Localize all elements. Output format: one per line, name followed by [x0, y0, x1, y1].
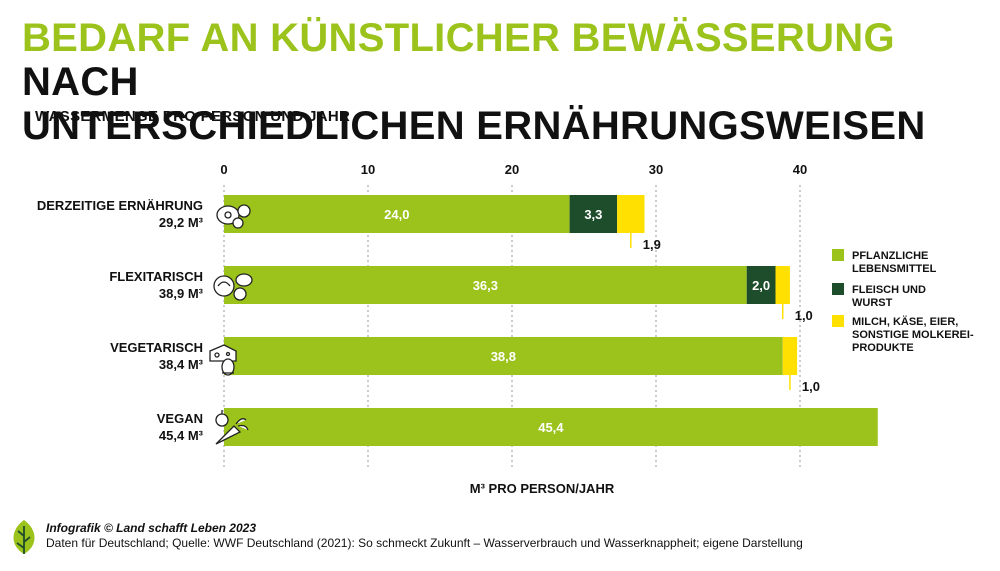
x-axis-label: M³ PRO PERSON/JAHR: [470, 481, 615, 496]
title-highlight: BEDARF AN KÜNSTLICHER BEWÄSSERUNG: [22, 16, 895, 60]
category-label: FLEXITARISCH: [109, 269, 203, 284]
x-tick-label: 10: [361, 162, 375, 177]
legend-label: PRODUKTE: [852, 342, 914, 354]
footer: Infografik © Land schafft Leben 2023 Dat…: [46, 521, 803, 551]
footer-credit: Infografik © Land schafft Leben 2023: [46, 521, 256, 535]
bar-segment: [224, 408, 878, 446]
legend-label: MILCH, KÄSE, EIER,: [852, 315, 958, 328]
legend-label: WURST: [852, 297, 893, 309]
title-part-2: UNTERSCHIEDLICHEN ERNÄHRUNGSWEISEN: [22, 104, 926, 148]
bar-segment: [617, 195, 645, 233]
legend-label: PFLANZLICHE: [852, 250, 928, 262]
x-tick-label: 30: [649, 162, 663, 177]
carrot-icon: [215, 410, 249, 445]
category-label: VEGETARISCH: [110, 340, 203, 355]
legend-label: LEBENSMITTEL: [852, 263, 937, 275]
title-part-1: NACH: [22, 60, 139, 104]
category-total: 38,4 M³: [159, 357, 204, 372]
bar-segment: [746, 266, 776, 304]
bar-segment: [224, 266, 747, 304]
data-label: 1,0: [802, 379, 820, 394]
data-label: 1,0: [795, 308, 813, 323]
chart-title: BEDARF AN KÜNSTLICHER BEWÄSSERUNG NACH U…: [22, 16, 1000, 148]
meat-vegetables-icon: [216, 204, 251, 229]
bar-segment: [569, 195, 618, 233]
bar-segment: [782, 337, 798, 375]
data-label: 45,4: [538, 420, 564, 435]
leaf-logo-icon: [13, 520, 35, 554]
x-tick-label: 40: [793, 162, 807, 177]
x-tick-label: 0: [220, 162, 227, 177]
chart-subtitle: WASSERMENGE PRO PERSON UND JAHR: [35, 108, 351, 125]
category-total: 38,9 M³: [159, 286, 204, 301]
data-label: 2,0: [752, 278, 770, 293]
category-label: VEGAN: [157, 411, 203, 426]
data-label: 1,9: [643, 237, 661, 252]
legend-swatch: [832, 315, 844, 327]
x-tick-label: 20: [505, 162, 519, 177]
category-total: 29,2 M³: [159, 215, 204, 230]
category-label: DERZEITIGE ERNÄHRUNG: [37, 198, 203, 213]
legend-label: SONSTIGE MOLKEREI-: [852, 329, 974, 341]
data-label: 24,0: [384, 207, 409, 222]
data-label: 38,8: [491, 349, 516, 364]
data-label: 36,3: [473, 278, 498, 293]
bar-segment: [224, 337, 783, 375]
cheese-egg-icon: [209, 344, 237, 376]
vegetables-meat-icon: [213, 273, 253, 301]
legend-swatch: [832, 249, 844, 261]
data-label: 3,3: [584, 207, 602, 222]
bar-segment: [224, 195, 570, 233]
bar-segment: [775, 266, 790, 304]
footer-source: Daten für Deutschland; Quelle: WWF Deuts…: [46, 536, 803, 550]
legend-label: FLEISCH UND: [852, 284, 926, 296]
category-total: 45,4 M³: [159, 428, 204, 443]
legend-swatch: [832, 283, 844, 295]
